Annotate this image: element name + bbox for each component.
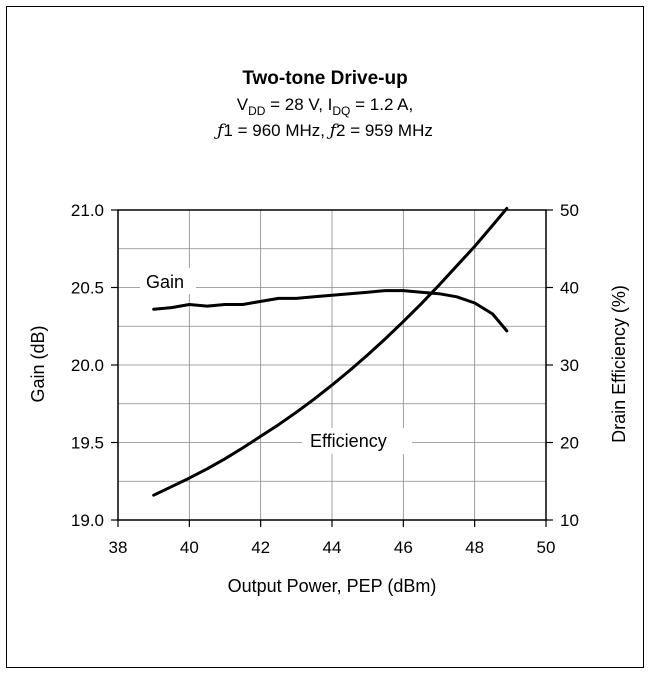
x-tick-label: 48 xyxy=(465,538,484,557)
y-right-tick-label: 30 xyxy=(560,356,579,375)
efficiency-label-bg xyxy=(302,428,412,454)
efficiency-curve xyxy=(152,206,509,497)
y-right-tick-label: 20 xyxy=(560,434,579,453)
chart-subtitle-frequencies: ƒ1 = 960 MHz, ƒ2 = 959 MHz xyxy=(213,121,433,141)
grid-lines xyxy=(118,210,546,520)
y-right-tick-label: 10 xyxy=(560,511,579,530)
gain-curve-label: Gain xyxy=(146,272,184,292)
chart-frame xyxy=(6,6,644,668)
data-series xyxy=(152,206,509,497)
y-left-tick-label: 20.5 xyxy=(71,279,104,298)
y-left-tick-label: 19.0 xyxy=(71,511,104,530)
x-tick-label: 42 xyxy=(251,538,270,557)
y-right-tick-label: 50 xyxy=(560,201,579,220)
y-left-tick-label: 20.0 xyxy=(71,356,104,375)
x-tick-label: 44 xyxy=(323,538,342,557)
x-axis-label: Output Power, PEP (dBm) xyxy=(228,576,437,596)
gain-curve xyxy=(152,289,509,333)
y-left-tick-label: 21.0 xyxy=(71,201,104,220)
x-tick-label: 38 xyxy=(109,538,128,557)
y-right-axis-label: Drain Efficiency (%) xyxy=(609,285,629,443)
chart-subtitle-conditions: VDD = 28 V, IDQ = 1.2 A, xyxy=(237,95,414,118)
gain-label-bg xyxy=(140,268,196,294)
y-left-axis-label: Gain (dB) xyxy=(28,325,48,402)
chart-title: Two-tone Drive-up xyxy=(242,68,407,89)
efficiency-curve-label: Efficiency xyxy=(310,431,387,451)
x-tick-label: 40 xyxy=(180,538,199,557)
y-right-tick-label: 40 xyxy=(560,279,579,298)
axis-ticks: 38 40 42 44 46 48 50 19.0 19.5 20.0 20.5 21.0 10 20 30… xyxy=(71,201,579,557)
x-tick-label: 50 xyxy=(537,538,556,557)
y-left-tick-label: 19.5 xyxy=(71,434,104,453)
x-tick-label: 46 xyxy=(394,538,413,557)
